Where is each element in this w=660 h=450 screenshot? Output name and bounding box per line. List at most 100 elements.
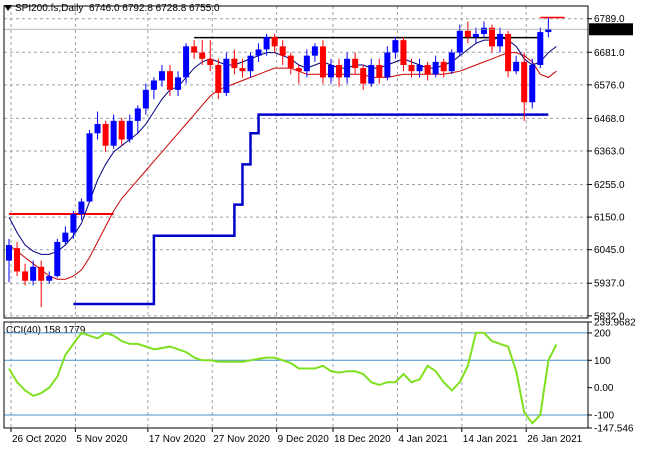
candle-body <box>6 245 12 261</box>
candle <box>464 21 471 44</box>
candle <box>126 114 133 143</box>
candle <box>456 24 463 56</box>
candle <box>94 111 101 140</box>
candle-body <box>416 64 423 72</box>
candle <box>191 40 198 59</box>
candle-body <box>440 61 447 72</box>
date-label: 17 Nov 2020 <box>149 434 206 445</box>
candle <box>489 24 495 53</box>
candle-body <box>352 58 359 69</box>
candle <box>295 64 302 84</box>
candle-body <box>311 46 318 56</box>
candle-body <box>432 61 439 75</box>
cci-panel <box>4 331 588 425</box>
price-tick-label: 6468.0 <box>594 114 625 125</box>
candle-body <box>62 232 69 242</box>
candle <box>175 71 182 97</box>
candle-body <box>545 29 552 33</box>
candle <box>199 40 206 65</box>
candle <box>344 52 351 84</box>
candle <box>416 58 423 78</box>
candle <box>448 49 455 75</box>
candle <box>102 120 109 152</box>
candle <box>392 37 399 59</box>
candle <box>215 58 222 100</box>
candle-body <box>126 120 133 140</box>
candle-body <box>30 266 37 281</box>
candle <box>472 27 479 44</box>
candle <box>400 37 407 72</box>
candle-body <box>319 46 326 78</box>
candle-body <box>142 89 149 109</box>
candle-body <box>263 37 270 50</box>
candle <box>167 64 173 97</box>
candle-body <box>529 64 536 103</box>
candle-body <box>86 133 93 202</box>
candle <box>287 52 294 75</box>
candle-body <box>167 71 173 90</box>
candle-body <box>424 64 431 75</box>
candle-body <box>344 58 351 78</box>
candle <box>142 83 149 115</box>
candle <box>118 117 125 146</box>
axes: 6789.0 6681.0 6576.0 6468.0 6363.0 6255.0 6150… <box>3 5 636 445</box>
cci-tick-label: 239.9682 <box>594 318 636 329</box>
candle-body <box>239 68 246 72</box>
date-label: 26 Jan 2021 <box>527 434 582 445</box>
candle <box>110 114 117 149</box>
candle-body <box>215 64 222 93</box>
candle <box>537 27 544 69</box>
candle <box>336 58 343 87</box>
candle-body <box>368 64 375 84</box>
candle-body <box>183 46 190 78</box>
cci-tick-label: 100 <box>594 356 611 367</box>
candle-body <box>231 58 238 69</box>
candle <box>384 46 391 81</box>
cci-tick-label: -100 <box>594 410 614 421</box>
candle-body <box>199 52 206 59</box>
candle <box>432 55 439 78</box>
candle-body <box>207 58 214 65</box>
candle-body <box>295 68 302 72</box>
candle <box>239 58 246 78</box>
candle-body <box>480 27 487 34</box>
cci-panel-frame <box>3 321 589 429</box>
candle-body <box>537 32 544 65</box>
candle-body <box>384 52 391 78</box>
candle-body <box>303 55 310 72</box>
candle-body <box>102 123 109 146</box>
candle <box>247 52 254 78</box>
cci-tick-label: 0.00 <box>594 383 614 394</box>
candle-body <box>336 64 343 78</box>
date-label: 5 Nov 2020 <box>76 434 128 445</box>
candle <box>271 33 278 53</box>
candle-body <box>279 46 286 56</box>
price-tick-label: 5937.0 <box>594 279 625 290</box>
candle <box>521 52 528 121</box>
candle-body <box>513 61 520 72</box>
candle-body <box>328 64 334 78</box>
candle-body <box>521 61 528 103</box>
candle <box>183 43 190 84</box>
candle <box>223 52 230 97</box>
candle <box>78 198 85 221</box>
price-tick-label: 6681.0 <box>594 48 625 59</box>
candle <box>303 49 310 78</box>
cci-line <box>8 331 558 425</box>
candle <box>86 130 93 202</box>
candle-body <box>78 201 85 214</box>
candle <box>328 58 334 84</box>
price-panel <box>4 16 588 308</box>
slow-moving-average <box>8 52 557 280</box>
candle <box>6 238 12 283</box>
candle <box>134 105 141 134</box>
candle <box>311 43 318 62</box>
price-tick-label: 6363.0 <box>594 146 625 157</box>
candle-body <box>54 241 61 277</box>
candle-body <box>287 55 294 69</box>
candle <box>352 52 359 75</box>
cci-tick-label: 200 <box>594 328 611 339</box>
candle <box>513 55 520 75</box>
candle-body <box>505 33 512 72</box>
